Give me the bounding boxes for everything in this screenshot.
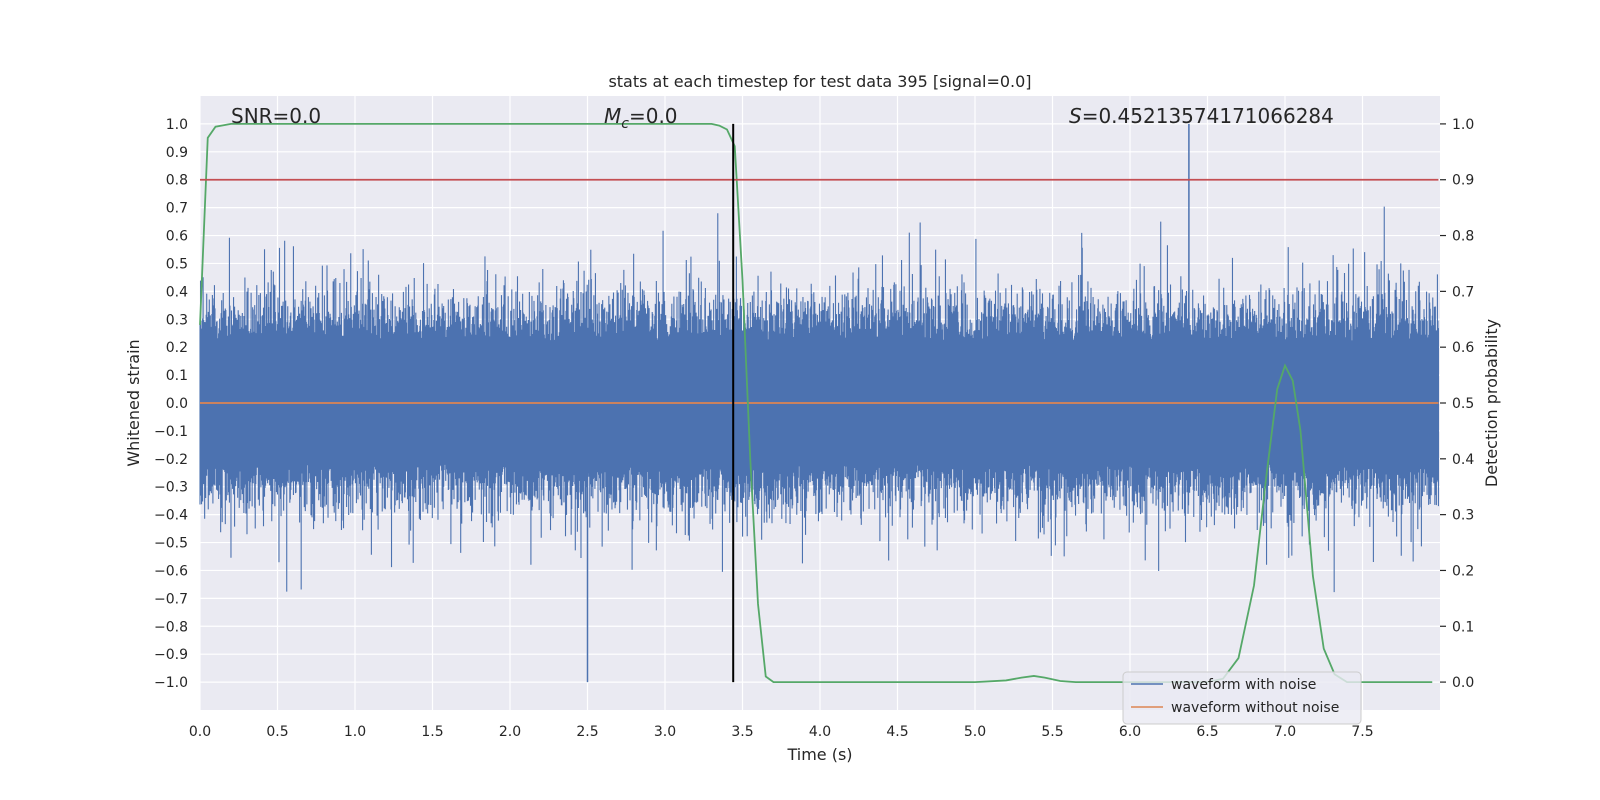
y-tick-label-7: −0.3: [154, 480, 188, 496]
y-tick-label-17: 0.7: [166, 201, 188, 217]
detection-probability-line: [199, 123, 1433, 683]
y-tick-label-13: 0.3: [166, 312, 188, 328]
legend-frame: [1122, 671, 1362, 725]
x-tick-label-7: 3.5: [731, 724, 753, 740]
y-axis-label: Whitened strain: [124, 339, 143, 466]
y-tick-label-6: −0.4: [154, 508, 188, 524]
chart-title: stats at each timestep for test data 395…: [608, 72, 1031, 91]
legend: waveform with noise waveform without noi…: [1122, 671, 1362, 725]
x-tick-label-1: 0.5: [266, 724, 288, 740]
snr-annotation: SNR=0.0: [231, 104, 321, 128]
y-tick-label-14: 0.4: [166, 284, 188, 300]
y2-tick-label-5: 0.5: [1452, 396, 1474, 412]
y-tick-label-10: 0.0: [166, 396, 188, 412]
tick-labels: 0.0 0.5 1.0 1.5 2.0 2.5 3.0 3.5 4.0 4.5 5.0 5.5 6.0 6…: [154, 117, 1474, 740]
s-statistic-symbol: S: [1069, 104, 1082, 128]
legend-label-without-noise: waveform without noise: [1171, 700, 1339, 716]
y-tick-label-0: −1.0: [154, 675, 188, 691]
y-tick-label-15: 0.5: [166, 256, 188, 272]
x-tick-label-8: 4.0: [809, 724, 831, 740]
y2-tick-label-9: 0.9: [1452, 173, 1474, 189]
x-tick-label-3: 1.5: [421, 724, 443, 740]
y2-tick-label-8: 0.8: [1452, 229, 1474, 245]
x-tick-label-6: 3.0: [654, 724, 676, 740]
y-tick-label-8: −0.2: [154, 452, 188, 468]
y-tick-label-9: −0.1: [154, 424, 188, 440]
chirp-mass-value: =0.0: [629, 104, 678, 128]
chirp-mass-symbol: M: [604, 104, 621, 128]
y2-tick-label-10: 1.0: [1452, 117, 1474, 133]
y-tick-label-20: 1.0: [166, 117, 188, 133]
chirp-mass-subscript: c: [621, 116, 629, 132]
x-axis-label: Time (s): [786, 745, 852, 764]
x-tick-label-9: 4.5: [886, 724, 908, 740]
y-tick-label-5: −0.5: [154, 536, 188, 552]
y2-tick-label-3: 0.3: [1452, 508, 1474, 524]
y2-tick-label-1: 0.1: [1452, 619, 1474, 635]
x-tick-label-11: 5.5: [1041, 724, 1063, 740]
y2-tick-label-4: 0.4: [1452, 452, 1474, 468]
y2-tick-label-2: 0.2: [1452, 563, 1474, 579]
x-tick-label-5: 2.5: [576, 724, 598, 740]
s-statistic-annotation: S=0.45213574171066284: [1069, 104, 1334, 128]
y2-tick-label-0: 0.0: [1452, 675, 1474, 691]
y-tick-label-12: 0.2: [166, 340, 188, 356]
y-tick-label-1: −0.9: [154, 647, 188, 663]
x-tick-label-14: 7.0: [1274, 724, 1296, 740]
y-tick-label-18: 0.8: [166, 173, 188, 189]
s-statistic-value: =0.45213574171066284: [1082, 104, 1334, 128]
x-tick-label-2: 1.0: [344, 724, 366, 740]
y-tick-label-3: −0.7: [154, 591, 188, 607]
y-tick-label-19: 0.9: [166, 145, 188, 161]
x-tick-label-4: 2.0: [499, 724, 521, 740]
y2-tick-label-7: 0.7: [1452, 284, 1474, 300]
y-tick-label-2: −0.8: [154, 619, 188, 635]
y2-tick-label-6: 0.6: [1452, 340, 1474, 356]
y2-axis-label: Detection probability: [1482, 319, 1501, 487]
x-tick-label-15: 7.5: [1351, 724, 1373, 740]
chirp-mass-annotation: Mc=0.0: [604, 104, 678, 132]
y-tick-label-11: 0.1: [166, 368, 188, 384]
x-tick-label-0: 0.0: [189, 724, 211, 740]
x-tick-label-10: 5.0: [964, 724, 986, 740]
legend-label-with-noise: waveform with noise: [1171, 677, 1316, 693]
y-tick-label-4: −0.6: [154, 563, 188, 579]
line-series-group: [199, 123, 1439, 683]
y-tick-label-16: 0.6: [166, 229, 188, 245]
x-tick-label-13: 6.5: [1196, 724, 1218, 740]
x-tick-label-12: 6.0: [1119, 724, 1141, 740]
